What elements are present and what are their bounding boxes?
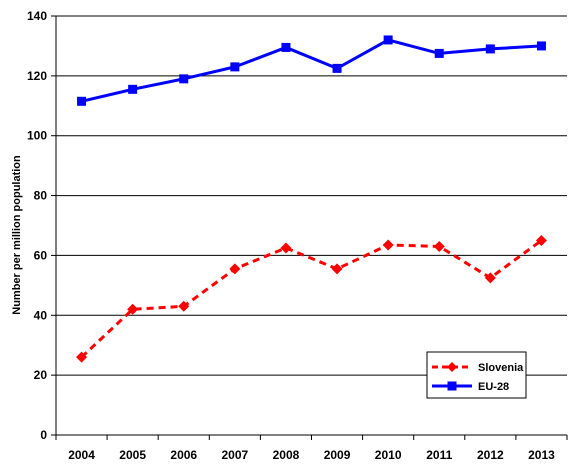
- x-tick-label-2004: 2004: [68, 448, 95, 462]
- x-tick-label-2011: 2011: [426, 448, 452, 462]
- point-eu-28-2013: [536, 41, 546, 51]
- point-slovenia-2013: [535, 234, 547, 246]
- series: [76, 35, 547, 363]
- y-tick-label-20: 20: [34, 368, 48, 382]
- legend-marker-slovenia: [447, 362, 457, 372]
- legend-box: [426, 351, 527, 399]
- legend-item-eu-28: EU-28: [432, 381, 509, 393]
- point-slovenia-2010: [382, 239, 394, 251]
- point-eu-28-2006: [179, 74, 189, 84]
- point-slovenia-2011: [433, 240, 445, 252]
- y-tick-label-0: 0: [40, 428, 47, 442]
- legend-label-eu-28: EU-28: [478, 381, 509, 393]
- series-slovenia: [76, 234, 547, 363]
- y-tick-label-80: 80: [34, 189, 48, 203]
- point-slovenia-2009: [331, 263, 343, 275]
- x-tick-label-2006: 2006: [170, 448, 197, 462]
- point-eu-28-2009: [332, 63, 342, 73]
- point-slovenia-2008: [280, 242, 292, 254]
- axes: 0 20 40 60 80 100 120 140 2004 2005 2006 2007 2008 20…: [27, 9, 568, 462]
- series-line-eu-28: [81, 38, 542, 103]
- point-slovenia-2005: [127, 303, 139, 315]
- point-eu-28-2011: [434, 48, 444, 58]
- x-tick-label-2005: 2005: [119, 448, 146, 462]
- y-tick-label-140: 140: [27, 9, 47, 23]
- y-axis-label: Number per million population: [11, 155, 23, 315]
- point-eu-28-2010: [383, 35, 393, 45]
- point-eu-28-2008: [281, 42, 291, 52]
- grid: [56, 15, 567, 376]
- point-eu-28-2012: [485, 44, 495, 54]
- series-eu-28: [77, 35, 546, 106]
- legend: Slovenia EU-28: [426, 351, 527, 399]
- y-tick-label-120: 120: [27, 69, 47, 83]
- x-tick-label-2013: 2013: [528, 448, 555, 462]
- x-tick-label-2009: 2009: [324, 448, 351, 462]
- point-slovenia-2004: [76, 351, 88, 363]
- point-eu-28-2004: [77, 96, 87, 106]
- x-tick-label-2010: 2010: [375, 448, 402, 462]
- legend-marker-eu-28: [447, 381, 457, 391]
- x-tick-label-2012: 2012: [477, 448, 504, 462]
- point-eu-28-2007: [230, 62, 240, 72]
- legend-item-slovenia: Slovenia: [432, 362, 524, 374]
- y-tick-label-100: 100: [27, 129, 47, 143]
- series-line-slovenia: [80, 239, 543, 359]
- x-tick-label-2008: 2008: [273, 448, 300, 462]
- point-slovenia-2012: [484, 272, 496, 284]
- point-slovenia-2007: [229, 263, 241, 275]
- legend-label-slovenia: Slovenia: [478, 362, 524, 374]
- y-tick-label-60: 60: [34, 248, 48, 262]
- x-tick-label-2007: 2007: [221, 448, 248, 462]
- point-slovenia-2006: [178, 300, 190, 312]
- point-eu-28-2005: [128, 84, 138, 94]
- y-tick-label-40: 40: [34, 308, 48, 322]
